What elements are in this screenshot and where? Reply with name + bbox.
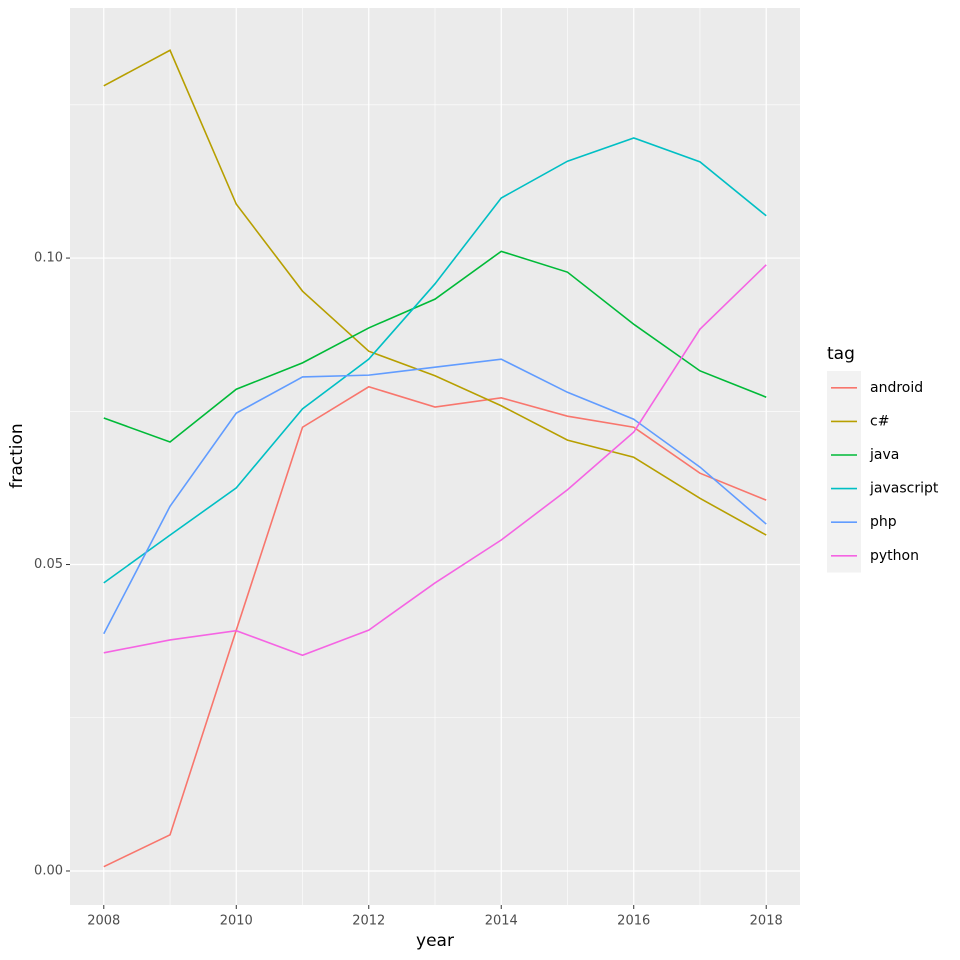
x-tick-label: 2016 — [617, 914, 650, 929]
x-tick-label: 2010 — [220, 914, 253, 929]
legend-label: android — [870, 380, 923, 396]
x-tick-label: 2008 — [87, 914, 120, 929]
series-line — [103, 49, 767, 536]
series-line — [103, 385, 767, 868]
y-axis-title: fraction — [7, 423, 27, 488]
legend-label: php — [870, 514, 897, 530]
x-axis-title: year — [416, 931, 454, 951]
x-tick-label: 2012 — [352, 914, 385, 929]
y-tick-label: 0.05 — [34, 557, 63, 572]
legend-label: java — [869, 447, 899, 463]
legend-label: c# — [870, 413, 889, 429]
legend-keys-background — [827, 371, 861, 573]
legend-label: javascript — [869, 481, 939, 497]
x-tick-label: 2018 — [750, 914, 783, 929]
series-line — [103, 264, 767, 657]
series-line — [103, 137, 767, 584]
y-tick-label: 0.00 — [34, 863, 63, 878]
legend-title: tag — [827, 344, 855, 364]
series-line — [103, 358, 767, 635]
series-line — [103, 250, 767, 443]
y-tick-label: 0.10 — [34, 251, 63, 266]
x-tick-label: 2014 — [485, 914, 518, 929]
legend-label: python — [870, 548, 919, 564]
